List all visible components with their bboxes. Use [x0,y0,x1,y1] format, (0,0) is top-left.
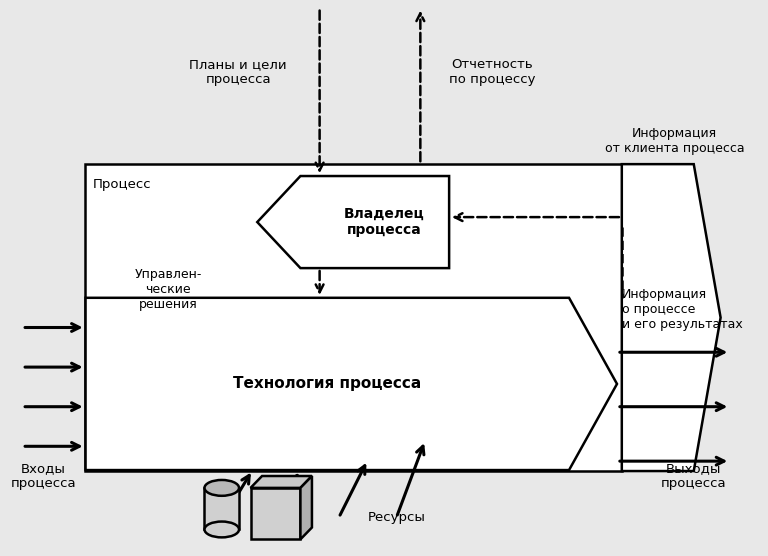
Polygon shape [250,476,312,488]
Text: Информация
о процессе
и его результатах: Информация о процессе и его результатах [622,288,743,331]
Text: Ресурсы: Ресурсы [368,511,425,524]
Text: Процесс: Процесс [92,178,151,191]
Polygon shape [85,298,617,470]
Ellipse shape [204,522,239,538]
Polygon shape [300,476,312,539]
Text: Входы
процесса: Входы процесса [11,462,76,490]
Polygon shape [622,164,720,471]
Text: Выходы
процесса: Выходы процесса [661,462,727,490]
Ellipse shape [204,480,239,496]
Text: Владелец
процесса: Владелец процесса [344,207,425,237]
Text: Информация
от клиента процесса: Информация от клиента процесса [604,127,744,155]
Bar [204,488,239,529]
Text: Планы и цели
процесса: Планы и цели процесса [189,58,287,86]
Text: Отчетность
по процессу: Отчетность по процессу [449,58,535,86]
Bar [84,164,622,471]
Text: Технология процесса: Технология процесса [233,376,422,391]
Bar [250,488,300,539]
Text: Управлен-
ческие
решения: Управлен- ческие решения [134,269,202,311]
Polygon shape [257,176,449,268]
